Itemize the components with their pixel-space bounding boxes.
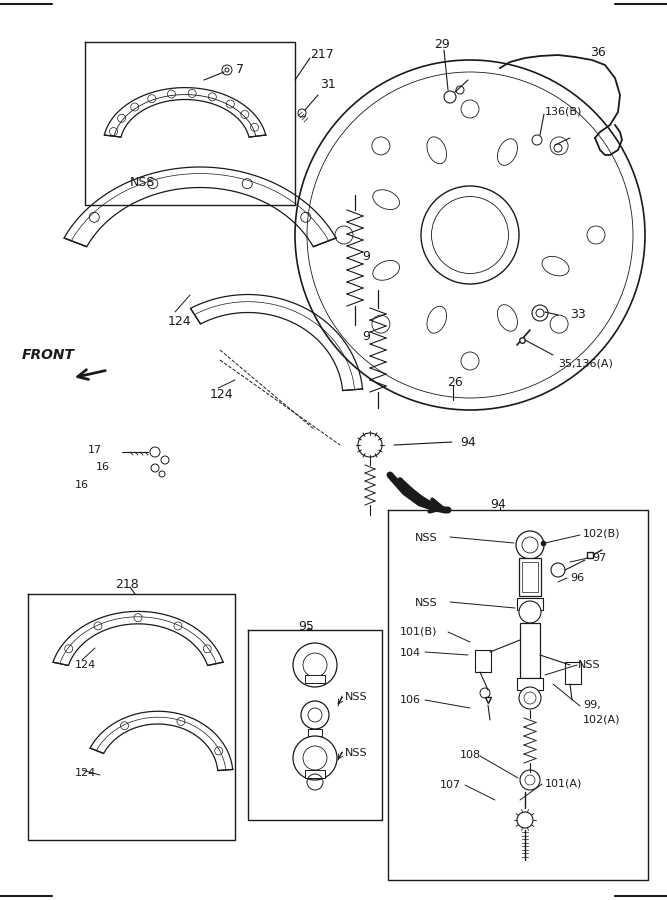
Text: 31: 31 [320,78,336,91]
Text: NSS: NSS [415,533,438,543]
Text: 16: 16 [96,462,110,472]
Text: 102(B): 102(B) [583,528,620,538]
Bar [520,623,540,678]
Bar [305,770,325,778]
Text: NSS: NSS [415,598,438,608]
Text: 106: 106 [400,695,421,705]
Text: 136(B): 136(B) [545,106,582,116]
Text: 35,136(A): 35,136(A) [558,358,613,368]
Text: 17: 17 [88,445,102,455]
Text: 29: 29 [434,38,450,51]
Text: 95: 95 [298,620,314,633]
Text: 33: 33 [570,308,586,321]
Text: 124: 124 [75,660,96,670]
Text: 218: 218 [115,578,139,591]
Text: 124: 124 [210,388,233,401]
Text: NSS: NSS [578,660,600,670]
Text: NSS: NSS [345,748,368,758]
Text: 102(A): 102(A) [583,714,620,724]
Bar [308,729,322,736]
Bar [517,598,543,610]
Circle shape [519,687,541,709]
Circle shape [516,531,544,559]
Text: 124: 124 [75,768,96,778]
Circle shape [519,601,541,623]
Bar [519,558,541,596]
Bar [517,678,543,690]
Text: 26: 26 [447,376,463,389]
Circle shape [293,736,337,780]
Text: 97: 97 [592,553,606,563]
Text: 101(B): 101(B) [400,626,438,636]
Bar [475,650,491,672]
Circle shape [520,770,540,790]
Text: 94: 94 [460,436,476,449]
Text: 7: 7 [236,63,244,76]
Text: 36: 36 [590,46,606,59]
Circle shape [293,643,337,687]
Text: 124: 124 [168,315,191,328]
Text: 101(A): 101(A) [545,778,582,788]
Text: 108: 108 [460,750,481,760]
Text: FRONT: FRONT [22,348,75,362]
Bar [305,675,325,683]
Text: 99,: 99, [583,700,601,710]
Text: 9: 9 [362,330,370,343]
Text: 104: 104 [400,648,421,658]
Text: NSS: NSS [345,692,368,702]
Text: 16: 16 [75,480,89,490]
Text: 217: 217 [310,48,334,61]
Text: 9: 9 [362,250,370,263]
Text: 107: 107 [440,780,461,790]
Text: NSS: NSS [130,176,155,189]
Text: 94: 94 [490,498,506,511]
Bar [522,562,538,592]
Circle shape [532,305,548,321]
Bar [565,662,581,684]
Text: 96: 96 [570,573,584,583]
Circle shape [301,701,329,729]
